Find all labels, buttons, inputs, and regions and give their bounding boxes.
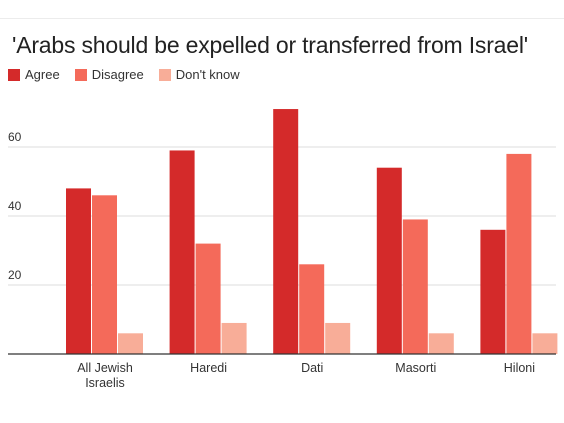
legend-label-dont-know: Don't know [175,67,240,82]
x-category-line: Haredi [190,361,227,375]
bar-disagree-3 [402,219,428,354]
legend-item-dont-know: Don't know [158,67,240,82]
x-category-line: Israelis [85,376,125,390]
bar-agree-3 [376,167,402,354]
legend-swatch-agree [8,68,20,81]
y-tick-label-20: 20 [8,268,22,282]
legend-swatch-dont-know [158,68,171,81]
legend-swatch-disagree [74,68,87,81]
x-category-line: Dati [301,361,323,375]
y-tick-label-40: 40 [8,199,22,213]
bar-don-t-know-3 [428,333,454,354]
legend-item-disagree: Disagree [74,67,144,82]
x-category-label-3: Masorti [395,361,436,375]
chart-legend: Agree Disagree Don't know [8,67,255,82]
x-category-label-4: Hiloni [504,361,535,375]
top-divider [0,18,564,19]
x-category-label-0: All Jewish Israelis [77,361,133,390]
bar-disagree-0 [92,195,117,354]
bar-disagree-1 [195,243,221,354]
bar-don-t-know-0 [118,333,143,354]
x-category-line: Masorti [395,361,436,375]
bar-agree-4 [480,229,506,354]
legend-label-disagree: Disagree [91,67,144,82]
chart-title: 'Arabs should be expelled or transferred… [12,32,528,58]
bar-agree-1 [169,150,195,354]
legend-label-agree: Agree [25,67,60,82]
legend-item-agree: Agree [8,67,60,82]
bar-disagree-2 [299,264,325,354]
x-category-line: All Jewish [77,361,133,375]
bar-don-t-know-2 [325,322,351,354]
bar-don-t-know-4 [532,333,558,354]
x-category-line: Hiloni [504,361,535,375]
bar-disagree-4 [506,153,532,354]
y-tick-label-60: 60 [8,130,22,144]
x-category-label-2: Dati [301,361,323,375]
x-category-label-1: Haredi [190,361,227,375]
bar-agree-0 [66,188,91,354]
bar-agree-2 [273,109,299,354]
bar-don-t-know-1 [221,322,247,354]
